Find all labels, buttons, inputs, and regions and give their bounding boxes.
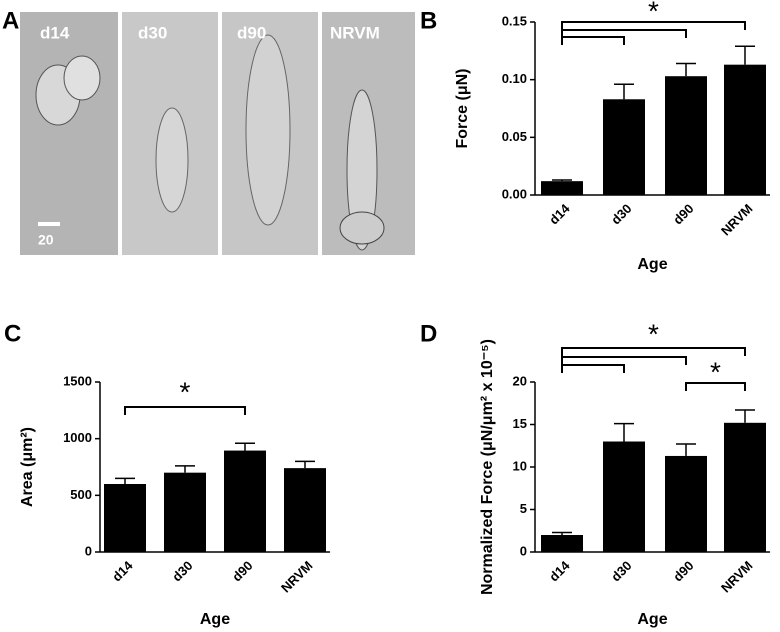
x-tick-label: NRVM xyxy=(718,558,756,596)
x-tick-label: d30 xyxy=(608,201,634,227)
x-tick-label: d90 xyxy=(229,558,255,584)
image-label: NRVM xyxy=(330,23,380,42)
bar xyxy=(284,468,326,552)
bar xyxy=(724,422,766,552)
bar xyxy=(665,76,707,195)
x-tick-label: d30 xyxy=(169,558,195,584)
panel-label: C xyxy=(4,320,21,347)
significance-bracket xyxy=(561,347,746,356)
significance-label: * xyxy=(710,356,721,387)
x-tick-label: d14 xyxy=(546,557,573,584)
y-tick-label: 15 xyxy=(513,416,527,431)
significance-bracket xyxy=(685,382,746,391)
chart: B 0.00 0.05 0.10 0.15 Force (μN) Age d14 d30 d90 N… xyxy=(420,0,770,273)
bar xyxy=(603,441,645,552)
y-tick-label: 0.10 xyxy=(502,71,527,86)
image-label: d30 xyxy=(138,23,167,42)
y-axis-label: Force (μN) xyxy=(454,68,471,148)
x-tick-label: d14 xyxy=(109,557,136,584)
bar xyxy=(665,455,707,552)
bar xyxy=(603,99,645,195)
y-axis-label: Area (μm²) xyxy=(19,427,36,507)
cell xyxy=(346,89,378,251)
significance-label: * xyxy=(648,318,659,349)
x-axis-label: Age xyxy=(637,611,667,628)
image xyxy=(20,12,118,255)
micrographs: d14 d30 d90 NRVM 20 xyxy=(20,12,415,255)
y-tick-label: 20 xyxy=(513,373,527,388)
significance-bracket xyxy=(561,364,625,373)
bar xyxy=(541,181,583,195)
y-tick-label: 500 xyxy=(70,487,92,502)
x-tick-label: d90 xyxy=(670,201,696,227)
y-tick-label: 1500 xyxy=(63,373,92,388)
y-tick-label: 10 xyxy=(513,458,527,473)
x-tick-label: NRVM xyxy=(278,558,316,596)
y-tick-label: 0.00 xyxy=(502,186,527,201)
scale-bar xyxy=(38,222,60,226)
x-tick-label: d30 xyxy=(608,558,634,584)
significance-bracket xyxy=(561,29,687,38)
significance-label: * xyxy=(180,376,191,407)
image-label: d14 xyxy=(40,23,70,42)
cell xyxy=(245,34,291,226)
bar xyxy=(724,64,766,195)
x-tick-label: NRVM xyxy=(718,201,756,239)
significance-bracket xyxy=(561,36,625,45)
significance-label: * xyxy=(648,0,659,26)
significance-bracket xyxy=(124,406,246,415)
panel-label: D xyxy=(420,320,437,347)
image-label: d90 xyxy=(237,23,266,42)
cell xyxy=(63,55,101,101)
bar xyxy=(104,484,146,552)
y-axis-label: Normalized Force (μN/μm² x 10⁻⁵) xyxy=(479,339,496,595)
y-tick-label: 0 xyxy=(520,543,527,558)
significance-bracket xyxy=(561,356,687,365)
y-tick-label: 0.15 xyxy=(502,13,527,28)
cell xyxy=(339,211,385,245)
x-axis-label: Age xyxy=(637,256,667,273)
chart: C 0 500 1000 1500 Area (μm²) Age d14 d30 d90 NRVM * xyxy=(4,320,330,628)
x-tick-label: d90 xyxy=(670,558,696,584)
y-tick-label: 5 xyxy=(520,501,527,516)
bar xyxy=(541,535,583,552)
x-tick-label: d14 xyxy=(546,200,573,227)
x-axis-label: Age xyxy=(200,611,230,628)
cell xyxy=(155,107,189,213)
bar xyxy=(164,472,206,552)
panel-label: B xyxy=(420,7,437,34)
y-tick-label: 1000 xyxy=(63,430,92,445)
significance-bracket xyxy=(561,21,746,30)
y-tick-label: 0.05 xyxy=(502,129,527,144)
bar xyxy=(224,450,266,552)
y-tick-label: 0 xyxy=(85,543,92,558)
chart: D 0 5 10 15 20 Normalized Force (μN/μm² x 10⁻⁵… xyxy=(420,318,770,628)
scale-label: 20 xyxy=(38,232,54,248)
panel-label: A xyxy=(2,7,19,34)
